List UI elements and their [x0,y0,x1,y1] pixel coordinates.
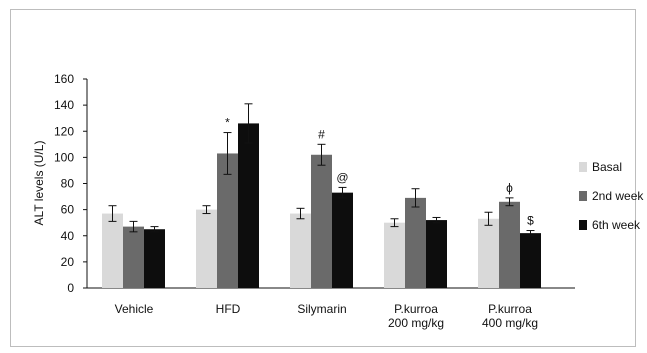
y-tick-label: 140 [54,98,74,112]
bar [123,226,144,288]
y-tick-label: 80 [61,177,75,191]
significance-marker: # [318,127,325,141]
x-category-label-line: P.kurroa [488,302,532,316]
bar [196,209,217,288]
legend-swatch [579,162,587,172]
bar [426,220,447,288]
bar [217,153,238,288]
x-category-label: P.kurroa 200 mg/kg [388,302,444,330]
y-tick-label: 160 [54,72,74,86]
bar [520,233,541,288]
x-category-label: HFD [216,302,241,316]
significance-marker: * [225,116,230,130]
x-category-label-line: Silymarin [297,302,346,316]
bar [405,197,426,288]
x-category-label-line: HFD [216,302,241,316]
bar [238,123,259,288]
x-axis: Vehicle HFD Silymarin P.kurroa 200 mg/kgP.ku… [87,287,575,330]
significance-marker: @ [336,170,348,184]
y-tick-label: 0 [67,281,74,295]
legend: Basal 2nd week 6th week [579,160,644,232]
legend-label: Basal [592,160,622,174]
x-category-label: P.kurroa 400 mg/kg [482,302,538,330]
y-tick-label: 60 [61,203,75,217]
bar [311,154,332,288]
significance-marker: $ [527,214,534,228]
legend-swatch [579,220,587,230]
x-category-label: Vehicle [115,302,154,316]
bar [332,192,353,288]
y-tick-label: 20 [61,255,75,269]
y-tick-label: 100 [54,150,74,164]
legend-swatch [579,191,587,201]
x-category-label-line: Vehicle [115,302,154,316]
x-category-label-line: P.kurroa [394,302,438,316]
y-tick-label: 120 [54,124,74,138]
significance-marker: ϕ [506,181,513,195]
x-category-label-line: 400 mg/kg [482,316,538,330]
bar [144,229,165,288]
y-axis: 0 20 40 60 80 100 120 140 160 [54,72,88,295]
bar [499,201,520,288]
legend-label: 2nd week [592,189,644,203]
bar [290,213,311,288]
legend-label: 6th week [592,218,641,232]
bar [102,213,123,288]
x-category-label: Silymarin [297,302,346,316]
bar [384,222,405,288]
x-category-label-line: 200 mg/kg [388,316,444,330]
y-axis-title: ALT levels (U/L) [32,141,46,226]
bar [478,218,499,288]
significance-annotations: * # @ ϕ $ [225,116,534,228]
bars [102,103,541,288]
y-tick-label: 40 [61,229,75,243]
